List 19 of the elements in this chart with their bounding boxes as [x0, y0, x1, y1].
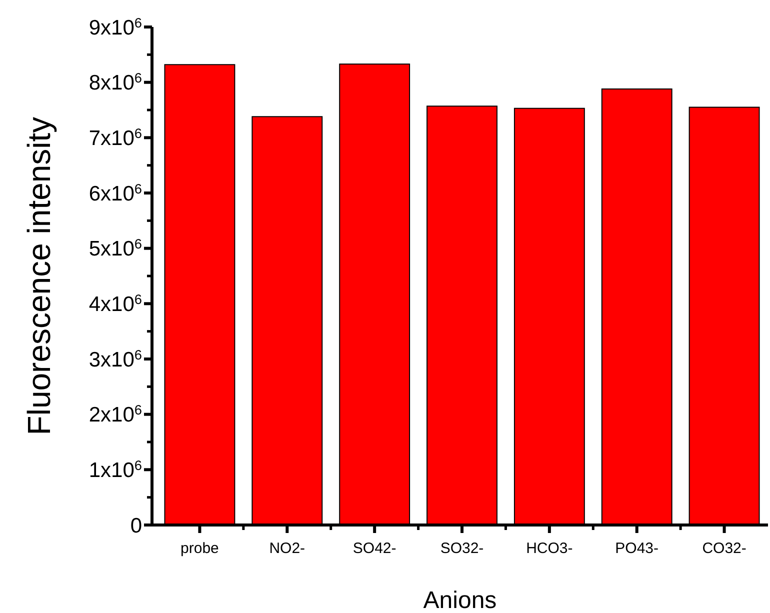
- y-tick-label: 5x10$^{6}$: [88, 236, 142, 261]
- y-tick-label: 1x10$^{6}$: [88, 458, 142, 482]
- x-tick-label: CO32-: [702, 540, 746, 557]
- y-tick-label: 8x10$^{6}$: [88, 70, 142, 95]
- y-tick-label: 4x10$^{6}$: [88, 292, 142, 316]
- y-tick-label: 0: [130, 514, 142, 538]
- x-tick-label: HCO3-: [526, 540, 573, 557]
- y-axis-title: Fluorescence intensity: [21, 116, 57, 436]
- y-tick-label: 6x10$^{6}$: [88, 180, 142, 206]
- x-tick-label: SO42-: [352, 540, 396, 557]
- y-tick-label: 7x10$^{6}$: [88, 126, 142, 150]
- y-tick-label: 3x10$^{6}$: [88, 346, 142, 372]
- x-tick-label: PO43-: [615, 540, 659, 557]
- y-tick-label: 2x10$^{6}$: [88, 402, 142, 427]
- x-tick-label: SO32-: [440, 540, 484, 557]
- x-axis-title: Anions: [423, 587, 497, 613]
- x-tick-label: NO2-: [269, 540, 306, 557]
- x-tick-label: probe: [180, 540, 219, 557]
- y-tick-label: 9x10$^{6}$: [88, 14, 142, 40]
